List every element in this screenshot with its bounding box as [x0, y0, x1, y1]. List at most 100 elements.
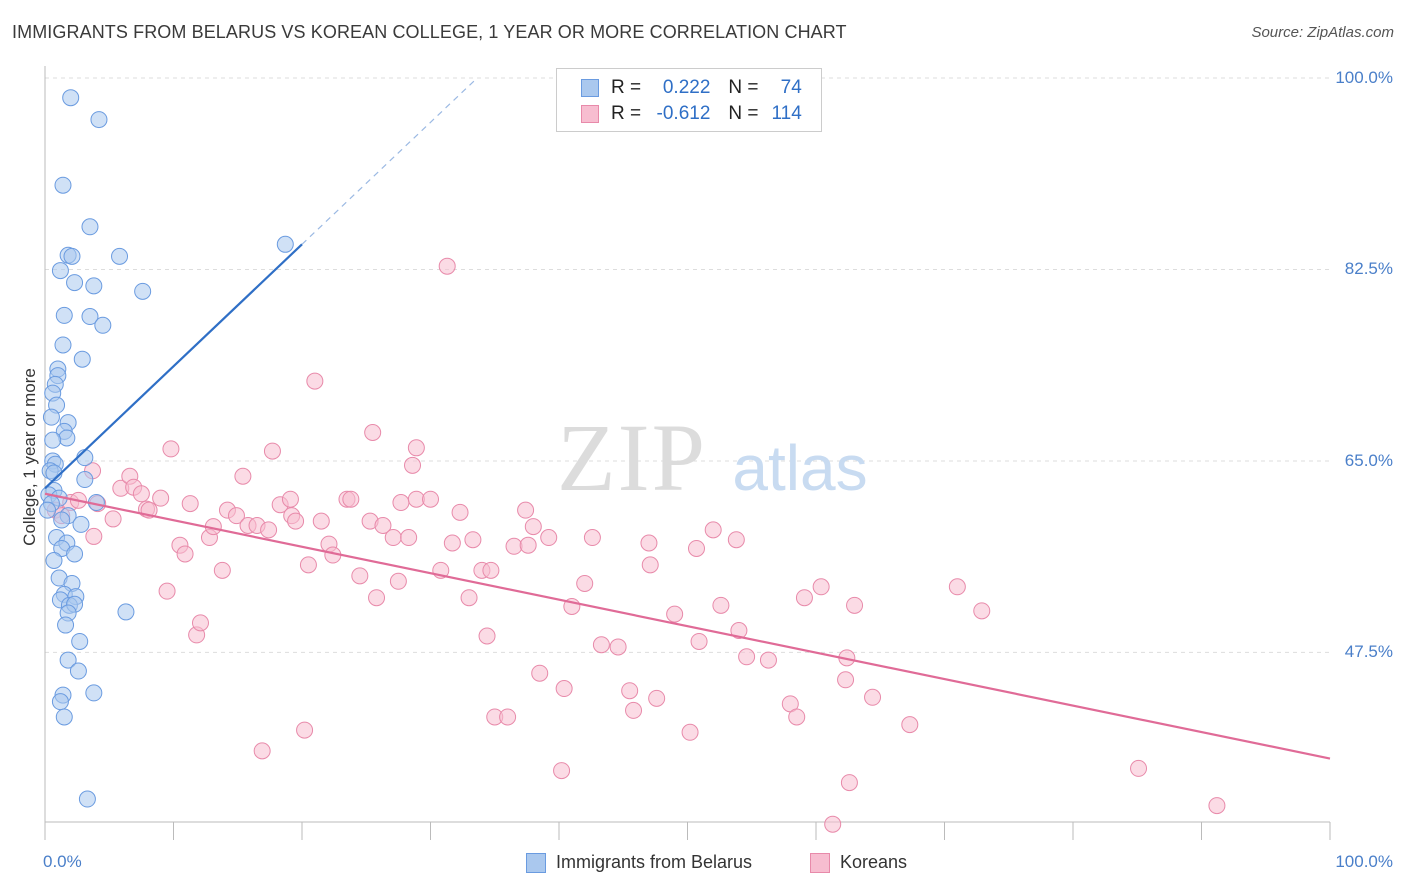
- korean-point: [824, 815, 842, 833]
- korean-point: [592, 636, 610, 654]
- korean-point: [648, 689, 666, 707]
- korean-point: [287, 512, 305, 530]
- korean-point: [519, 536, 537, 554]
- korean-point: [666, 605, 684, 623]
- korean-point: [253, 742, 271, 760]
- belarus-point: [85, 684, 103, 702]
- korean-point: [132, 485, 150, 503]
- belarus-point: [39, 501, 57, 519]
- belarus-point: [59, 651, 77, 669]
- y-axis-label: College, 1 year or more: [20, 368, 39, 546]
- korean-point: [730, 622, 748, 640]
- korean-point: [846, 596, 864, 614]
- legend-r-label: R =: [611, 77, 642, 98]
- belarus-point: [85, 277, 103, 295]
- korean-point: [374, 516, 392, 534]
- belarus-point: [63, 247, 81, 265]
- bottom-legend-swatch-belarus: [526, 852, 546, 873]
- bottom-legend-label-belarus: Immigrants from Belarus: [556, 852, 753, 872]
- y-tick-label: 47.5%: [1344, 642, 1393, 662]
- belarus-point: [78, 790, 96, 808]
- korean-point: [368, 589, 386, 607]
- belarus-point: [69, 662, 87, 680]
- trend-lines: [44, 77, 1331, 760]
- korean-point: [351, 567, 369, 585]
- korean-point: [181, 495, 199, 513]
- korean-point: [482, 561, 500, 579]
- korean-point: [901, 716, 919, 734]
- korean-point: [738, 648, 756, 666]
- watermark-atlas: atlas: [732, 432, 867, 504]
- belarus-point: [55, 708, 73, 726]
- korean-point: [234, 467, 252, 485]
- korean-point: [407, 490, 425, 508]
- legend-r-value: -0.612: [656, 103, 711, 124]
- belarus-point: [276, 235, 294, 253]
- belarus-point: [57, 616, 75, 634]
- axes: [44, 66, 1331, 840]
- y-tick-label: 65.0%: [1344, 450, 1393, 470]
- korean-point: [306, 372, 324, 390]
- belarus-point: [44, 431, 62, 449]
- belarus-point: [45, 552, 63, 570]
- grid-lines: [45, 77, 1330, 653]
- korean-point: [812, 578, 830, 596]
- legend-n-value: 74: [780, 77, 802, 98]
- korean-point: [451, 503, 469, 521]
- legend-swatch-koreans: [581, 105, 599, 123]
- belarus-point: [66, 274, 84, 292]
- korean-point: [641, 556, 659, 574]
- korean-point: [759, 651, 777, 669]
- korean-point: [609, 638, 627, 656]
- korean-point: [864, 688, 882, 706]
- korean-point: [478, 627, 496, 645]
- bottom-legend-swatch-koreans: [810, 852, 830, 873]
- belarus-point: [111, 247, 129, 265]
- korean-point: [400, 529, 418, 547]
- korean-point: [531, 664, 549, 682]
- korean-point: [837, 671, 855, 689]
- korean-point: [422, 490, 439, 508]
- belarus-point: [73, 350, 91, 368]
- korean-point: [1208, 797, 1226, 815]
- belarus-point: [94, 316, 112, 334]
- legend-row-belarus: R = 0.222 N = 74: [581, 77, 802, 99]
- belarus-point: [58, 429, 76, 447]
- korean-point: [407, 439, 425, 457]
- belarus-point: [51, 693, 69, 711]
- legend-r-value: 0.222: [662, 77, 711, 98]
- watermark-zip: ZIP: [557, 404, 707, 511]
- belarus-trend-extension: [301, 77, 478, 245]
- korean-point: [384, 529, 402, 547]
- korean-point: [555, 680, 573, 698]
- korean-point: [640, 534, 658, 552]
- korean-point: [625, 701, 643, 719]
- korean-point: [712, 596, 730, 614]
- korean-point: [840, 774, 858, 792]
- legend-n-label: N =: [728, 103, 759, 124]
- belarus-point: [54, 176, 72, 194]
- belarus-point: [66, 545, 84, 563]
- korean-point: [213, 561, 231, 579]
- belarus-point: [42, 408, 60, 426]
- korean-point: [505, 537, 523, 555]
- korean-point: [704, 521, 722, 539]
- korean-point: [364, 423, 382, 441]
- korean-point: [438, 257, 456, 275]
- legend-row-koreans: R = -0.612 N = 114: [581, 103, 802, 125]
- korean-point: [517, 501, 535, 519]
- korean-point: [263, 442, 281, 460]
- x-tick-min: 0.0%: [43, 852, 82, 871]
- korean-point: [788, 708, 806, 726]
- legend-n-label: N =: [728, 77, 759, 98]
- korean-point: [227, 507, 245, 525]
- x-tick-max: 100.0%: [1335, 852, 1393, 871]
- korean-point: [176, 545, 194, 563]
- bottom-legend-belarus: Immigrants from Belarus: [526, 852, 752, 873]
- korean-point: [281, 490, 299, 508]
- korean-point: [404, 456, 422, 474]
- korean-point: [690, 632, 708, 650]
- korean-point: [392, 494, 410, 512]
- bottom-legend-label-koreans: Koreans: [840, 852, 908, 872]
- korean-point: [524, 518, 542, 536]
